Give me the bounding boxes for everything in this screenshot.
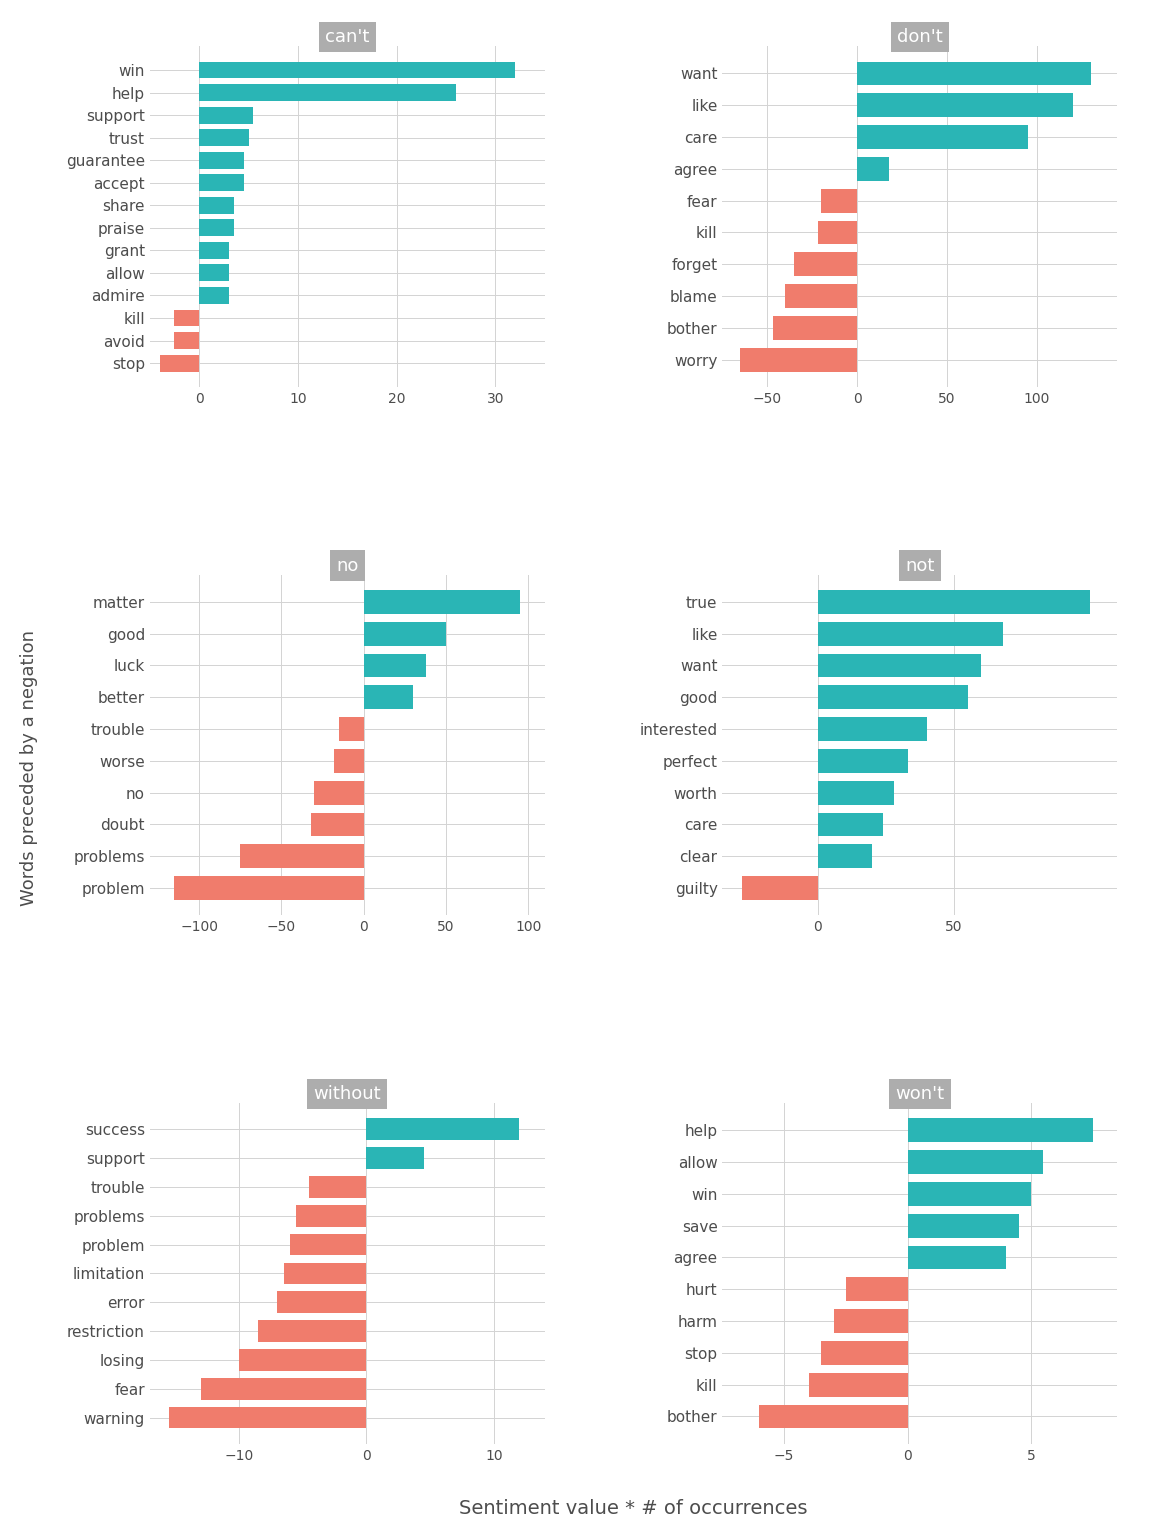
Bar bbox=[339, 717, 364, 740]
Bar bbox=[199, 220, 234, 237]
Bar bbox=[786, 284, 857, 307]
Bar bbox=[818, 221, 857, 244]
Bar bbox=[174, 876, 364, 900]
Bar bbox=[199, 129, 249, 146]
Bar bbox=[200, 1378, 366, 1399]
Bar bbox=[364, 590, 520, 614]
Bar bbox=[741, 347, 857, 372]
Bar bbox=[364, 622, 446, 645]
Bar bbox=[759, 1404, 908, 1428]
Bar bbox=[818, 654, 982, 677]
Bar bbox=[199, 174, 243, 190]
Bar bbox=[857, 94, 1073, 117]
Bar bbox=[309, 1177, 366, 1198]
Bar bbox=[818, 750, 908, 773]
Bar bbox=[818, 685, 968, 710]
Bar bbox=[364, 654, 426, 677]
Bar bbox=[290, 1233, 366, 1255]
Title: no: no bbox=[336, 556, 358, 574]
Bar bbox=[296, 1204, 366, 1227]
Bar bbox=[834, 1309, 908, 1333]
Bar bbox=[857, 157, 889, 181]
Bar bbox=[794, 252, 857, 276]
Bar bbox=[818, 813, 884, 836]
Bar bbox=[773, 316, 857, 339]
Title: not: not bbox=[905, 556, 934, 574]
Bar bbox=[818, 622, 1003, 645]
Bar bbox=[908, 1246, 1007, 1269]
Bar bbox=[908, 1150, 1044, 1174]
Bar bbox=[366, 1147, 424, 1169]
Bar bbox=[160, 355, 199, 372]
Bar bbox=[742, 876, 818, 900]
Bar bbox=[311, 813, 364, 836]
Bar bbox=[821, 1341, 908, 1366]
Title: won't: won't bbox=[895, 1084, 945, 1103]
Bar bbox=[818, 590, 1090, 614]
Bar bbox=[334, 750, 364, 773]
Bar bbox=[314, 780, 364, 805]
Title: can't: can't bbox=[325, 28, 370, 46]
Bar bbox=[169, 1407, 366, 1428]
Bar bbox=[199, 61, 515, 78]
Bar bbox=[818, 717, 926, 740]
Title: don't: don't bbox=[897, 28, 942, 46]
Text: Words preceded by a negation: Words preceded by a negation bbox=[20, 630, 38, 906]
Text: Sentiment value * # of occurrences: Sentiment value * # of occurrences bbox=[460, 1499, 808, 1518]
Bar bbox=[364, 685, 414, 710]
Bar bbox=[199, 197, 234, 214]
Bar bbox=[199, 84, 456, 101]
Bar bbox=[283, 1263, 366, 1284]
Bar bbox=[857, 61, 1091, 86]
Bar bbox=[857, 124, 1028, 149]
Bar bbox=[818, 845, 872, 868]
Bar bbox=[278, 1292, 366, 1313]
Bar bbox=[821, 189, 857, 212]
Bar bbox=[199, 152, 243, 169]
Bar bbox=[366, 1118, 520, 1140]
Bar bbox=[846, 1278, 908, 1301]
Bar bbox=[241, 845, 364, 868]
Bar bbox=[199, 264, 229, 281]
Bar bbox=[199, 287, 229, 304]
Bar bbox=[908, 1118, 1093, 1143]
Bar bbox=[809, 1373, 908, 1396]
Bar bbox=[908, 1213, 1018, 1238]
Bar bbox=[258, 1321, 366, 1342]
Bar bbox=[908, 1183, 1031, 1206]
Bar bbox=[174, 332, 199, 349]
Bar bbox=[199, 241, 229, 258]
Bar bbox=[238, 1349, 366, 1370]
Title: without: without bbox=[313, 1084, 381, 1103]
Bar bbox=[174, 310, 199, 327]
Bar bbox=[818, 780, 894, 805]
Bar bbox=[199, 106, 253, 123]
